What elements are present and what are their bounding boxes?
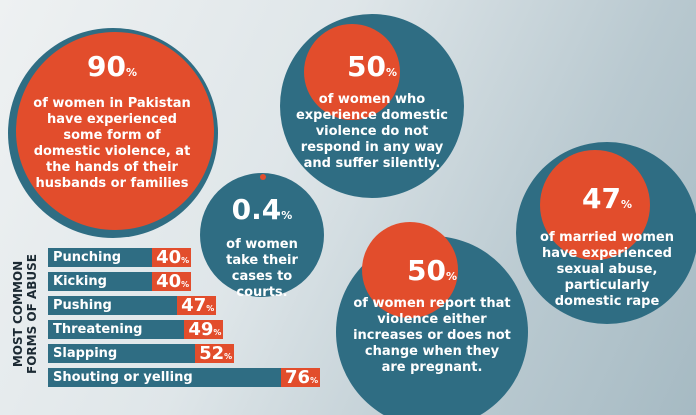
bar-value-label: 76% bbox=[281, 367, 321, 388]
bar-threatening: Threatening 49% bbox=[48, 319, 224, 340]
stat-unit: % bbox=[445, 270, 457, 283]
chart-title: MOST COMMON FORMS OF ABUSE bbox=[11, 254, 39, 374]
stat-text: of women take their cases to courts. bbox=[226, 237, 298, 300]
stat-4: 50% of women report that violence either… bbox=[352, 256, 512, 376]
bar-punching: Punching 40% bbox=[48, 247, 192, 268]
stat-unit: % bbox=[620, 198, 632, 211]
stat-value: 50 bbox=[347, 50, 386, 83]
bar-unit: % bbox=[181, 256, 190, 265]
bar-unit: % bbox=[206, 304, 215, 313]
bar-label: Shouting or yelling bbox=[53, 370, 193, 385]
stat-value: 50 bbox=[407, 254, 446, 287]
stat-unit: % bbox=[385, 66, 397, 79]
bar-unit: % bbox=[310, 376, 319, 385]
bar-shouting-or-yelling: Shouting or yelling 76% bbox=[48, 367, 321, 388]
stat-fill-50b bbox=[362, 222, 458, 318]
stat-5: 47% of married women have experienced se… bbox=[536, 184, 678, 310]
stat-3: 0.4% of women take their cases to courts… bbox=[212, 195, 312, 301]
stat-fill-90 bbox=[16, 32, 214, 230]
bar-unit: % bbox=[181, 280, 190, 289]
bar-label: Kicking bbox=[53, 274, 107, 289]
bar-value: 40 bbox=[156, 247, 182, 268]
bar-pushing: Pushing 47% bbox=[48, 295, 217, 316]
stat-value: 47 bbox=[582, 182, 621, 215]
stat-text: of married women have experienced sexual… bbox=[540, 230, 674, 309]
bar-value-label: 52% bbox=[195, 343, 235, 364]
bar-label: Threatening bbox=[53, 322, 143, 337]
stat-text: of women report that violence either inc… bbox=[353, 296, 511, 375]
bar-value: 76 bbox=[285, 367, 311, 388]
stat-text: of women who experience domestic violenc… bbox=[295, 92, 449, 171]
stat-2: 50% of women who experience domestic vio… bbox=[292, 52, 452, 172]
bar-value: 47 bbox=[181, 295, 207, 316]
stat-circle-0-4 bbox=[200, 173, 324, 297]
bar-value-label: 40% bbox=[152, 247, 192, 268]
bar-label: Slapping bbox=[53, 346, 118, 361]
stat-fill-50a bbox=[304, 24, 400, 120]
stat-unit: % bbox=[125, 66, 137, 79]
bar-label: Punching bbox=[53, 250, 122, 265]
stat-value: 90 bbox=[87, 50, 126, 83]
stat-value: 0.4 bbox=[231, 193, 282, 226]
bar-value: 49 bbox=[188, 319, 214, 340]
stat-text: of women in Pakistan have experienced so… bbox=[33, 96, 191, 191]
bar-label: Pushing bbox=[53, 298, 112, 313]
bar-value-label: 49% bbox=[184, 319, 224, 340]
bar-value: 40 bbox=[156, 271, 182, 292]
bar-kicking: Kicking 40% bbox=[48, 271, 192, 292]
bar-unit: % bbox=[224, 352, 233, 361]
bar-slapping: Slapping 52% bbox=[48, 343, 235, 364]
stat-unit: % bbox=[281, 209, 293, 222]
bar-unit: % bbox=[213, 328, 222, 337]
bar-value-label: 40% bbox=[152, 271, 192, 292]
stat-fill-0-4 bbox=[260, 174, 266, 180]
stat-1: 90% of women in Pakistan have experience… bbox=[30, 52, 194, 192]
bar-value: 52 bbox=[199, 343, 225, 364]
bar-value-label: 47% bbox=[177, 295, 217, 316]
stat-fill-47 bbox=[540, 150, 650, 260]
